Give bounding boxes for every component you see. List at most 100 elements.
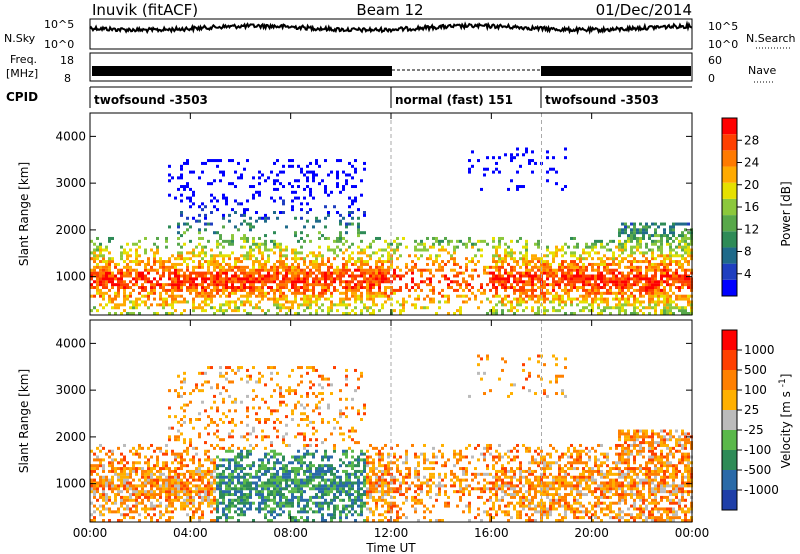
rti-cell xyxy=(372,303,375,307)
rti-cell xyxy=(192,288,195,292)
rti-cell xyxy=(531,268,534,272)
rti-cell xyxy=(282,283,285,287)
rti-cell xyxy=(189,277,192,281)
rti-cell xyxy=(243,274,246,278)
rti-cell xyxy=(684,312,687,315)
rti-cell xyxy=(345,231,348,235)
rti-cell xyxy=(555,283,558,287)
rti-cell xyxy=(486,283,489,287)
rti-cell xyxy=(216,498,219,502)
rti-cell xyxy=(246,432,249,436)
rti-cell xyxy=(621,294,624,298)
rti-cell xyxy=(246,507,249,511)
rti-cell xyxy=(168,481,171,485)
rti-cell xyxy=(639,303,642,307)
rti-cell xyxy=(183,280,186,284)
rti-cell xyxy=(279,297,282,301)
rti-cell xyxy=(573,286,576,290)
rti-cell xyxy=(348,283,351,287)
rti-cell xyxy=(234,185,237,189)
rti-cell xyxy=(333,516,336,520)
rti-cell xyxy=(96,481,99,485)
rti-cell xyxy=(306,303,309,307)
rti-cell xyxy=(93,452,96,456)
rti-cell xyxy=(309,380,312,384)
rti-cell xyxy=(378,236,381,240)
rti-cell xyxy=(636,288,639,292)
rti-cell xyxy=(519,274,522,278)
rti-cell xyxy=(183,464,186,468)
rti-cell xyxy=(366,260,369,264)
rti-cell xyxy=(132,283,135,287)
rti-cell xyxy=(576,245,579,249)
rti-cell xyxy=(141,475,144,479)
rti-cell xyxy=(159,283,162,287)
rti-cell xyxy=(351,493,354,497)
rti-cell xyxy=(240,286,243,290)
rti-cell xyxy=(219,306,222,310)
rti-cell xyxy=(144,461,147,465)
rti-cell xyxy=(492,312,495,315)
rti-cell xyxy=(438,268,441,272)
rti-cell xyxy=(186,300,189,304)
rti-cell xyxy=(345,504,348,508)
rti-cell xyxy=(264,452,267,456)
rti-cell xyxy=(207,277,210,281)
rti-cell xyxy=(297,423,300,427)
rti-cell xyxy=(240,475,243,479)
rti-cell xyxy=(618,262,621,266)
rti-cell xyxy=(459,265,462,269)
rti-cell xyxy=(327,265,330,269)
rti-cell xyxy=(666,312,669,315)
rti-cell xyxy=(543,297,546,301)
freq-left-tick-bottom: 8 xyxy=(64,72,71,85)
rti-cell xyxy=(669,306,672,310)
rti-cell xyxy=(564,185,567,189)
rti-cell xyxy=(561,288,564,292)
rti-cell xyxy=(648,277,651,281)
rti-cell xyxy=(669,286,672,290)
rti-cell xyxy=(255,271,258,275)
rti-cell xyxy=(111,300,114,304)
rti-cell xyxy=(510,286,513,290)
rti-cell xyxy=(120,490,123,494)
rti-cell xyxy=(207,286,210,290)
rti-cell xyxy=(492,170,495,174)
rti-cell xyxy=(177,495,180,499)
rti-cell xyxy=(273,245,276,249)
rti-cell xyxy=(321,386,324,390)
rti-cell xyxy=(333,510,336,514)
rti-cell xyxy=(390,286,393,290)
rti-cell xyxy=(687,242,690,246)
rti-cell xyxy=(303,297,306,301)
rti-cell xyxy=(225,303,228,307)
rti-cell xyxy=(228,432,231,436)
rti-cell xyxy=(261,268,264,272)
rti-cell xyxy=(612,274,615,278)
rti-cell xyxy=(207,303,210,307)
rti-cell xyxy=(327,464,330,468)
rti-cell xyxy=(510,239,513,243)
rti-cell xyxy=(327,377,330,381)
rti-cell xyxy=(267,519,270,522)
rti-cell xyxy=(237,280,240,284)
rti-cell xyxy=(426,262,429,266)
rti-cell xyxy=(249,449,252,453)
rti-cell xyxy=(222,458,225,462)
rti-cell xyxy=(306,202,309,206)
rti-cell xyxy=(180,507,183,511)
rti-cell xyxy=(237,487,240,491)
colorbar-block xyxy=(722,231,737,248)
rti-cell xyxy=(123,309,126,313)
rti-cell xyxy=(201,245,204,249)
rti-cell xyxy=(150,283,153,287)
rti-cell xyxy=(507,251,510,255)
rti-cell xyxy=(90,286,93,290)
rti-cell xyxy=(234,493,237,497)
rti-cell xyxy=(267,271,270,275)
rti-cell xyxy=(663,286,666,290)
rti-cell xyxy=(162,268,165,272)
rti-cell xyxy=(603,265,606,269)
rti-cell xyxy=(93,294,96,298)
rti-cell xyxy=(345,478,348,482)
